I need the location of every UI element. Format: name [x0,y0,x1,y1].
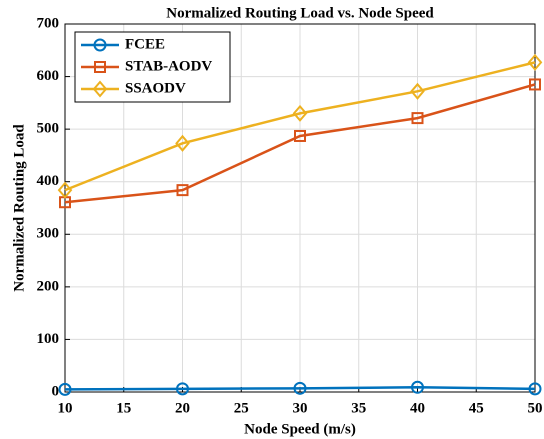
marker [527,53,543,71]
x-tick-label: 10 [58,400,73,416]
x-tick-label: 40 [410,400,425,416]
chart-title: Normalized Routing Load vs. Node Speed [166,5,434,21]
y-tick-label: 200 [37,278,60,294]
y-tick-label: 500 [37,121,60,137]
x-tick-label: 20 [175,400,190,416]
marker [94,61,106,73]
marker [57,181,73,199]
series-line [64,61,536,192]
y-tick-label: 100 [37,331,60,347]
marker [292,104,308,122]
legend-label: FCEE [125,36,165,52]
marker [93,38,107,52]
marker [529,78,541,91]
x-tick-label: 45 [469,400,484,416]
x-tick-label: 30 [293,400,308,416]
series-line [64,386,536,391]
y-tick-label: 400 [37,173,60,189]
marker [176,184,189,197]
marker [293,381,307,395]
y-tick-label: 300 [37,226,60,242]
legend-label: STAB-AODV [125,58,212,74]
marker [175,134,190,152]
x-tick-label: 15 [116,400,131,416]
y-tick-label: 700 [37,15,60,31]
series-line [64,83,536,204]
marker [92,80,108,98]
marker [411,112,424,125]
x-tick-label: 25 [234,400,249,416]
y-tick-label: 0 [52,383,60,399]
marker [410,82,425,100]
marker [176,382,189,396]
legend-label: SSAODV [125,80,186,96]
legend: FCEE STAB-AODV SSAODV [74,31,231,103]
x-axis-label: Node Speed (m/s) [244,421,356,437]
marker [294,129,306,142]
marker [528,382,542,396]
x-tick-label: 35 [351,400,366,416]
y-axis-label: Normalized Routing Load [11,124,27,292]
marker [58,382,72,396]
marker [411,380,424,394]
x-tick-label: 50 [528,400,543,416]
y-tick-label: 600 [37,68,60,84]
